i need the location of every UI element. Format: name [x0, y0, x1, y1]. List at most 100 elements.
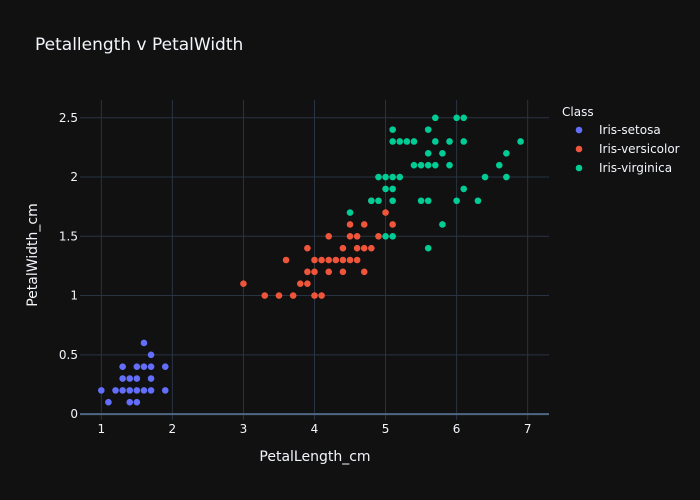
data-point[interactable] [396, 138, 404, 145]
data-point[interactable] [98, 387, 105, 394]
data-point[interactable] [261, 292, 269, 299]
data-point[interactable] [368, 197, 375, 205]
data-point[interactable] [147, 375, 155, 382]
data-point[interactable] [439, 150, 446, 157]
data-point[interactable] [318, 256, 325, 264]
data-point[interactable] [339, 244, 347, 252]
data-point[interactable] [140, 387, 148, 394]
data-point[interactable] [332, 256, 340, 264]
data-point[interactable] [453, 114, 460, 122]
data-point[interactable] [375, 197, 382, 205]
data-point[interactable] [161, 387, 169, 394]
data-point[interactable] [503, 150, 510, 157]
data-point[interactable] [432, 138, 439, 145]
data-point[interactable] [353, 256, 361, 264]
data-point[interactable] [133, 387, 141, 394]
data-point[interactable] [495, 161, 503, 169]
data-point[interactable] [126, 375, 134, 382]
data-point[interactable] [112, 387, 119, 394]
data-point[interactable] [382, 173, 389, 181]
data-point[interactable] [353, 244, 361, 252]
data-point[interactable] [503, 173, 510, 181]
data-point[interactable] [275, 292, 283, 299]
data-point[interactable] [424, 197, 432, 205]
data-point[interactable] [432, 114, 439, 122]
data-point[interactable] [446, 138, 453, 145]
data-point[interactable] [119, 363, 126, 370]
data-point[interactable] [140, 363, 148, 370]
data-point[interactable] [439, 221, 446, 228]
data-point[interactable] [446, 161, 453, 169]
data-point[interactable] [424, 161, 432, 169]
data-point[interactable] [311, 268, 318, 276]
data-point[interactable] [304, 280, 311, 288]
data-point[interactable] [296, 280, 304, 288]
data-point[interactable] [304, 268, 311, 276]
data-point[interactable] [133, 398, 141, 406]
data-point[interactable] [417, 197, 425, 205]
data-point[interactable] [410, 161, 418, 169]
data-point[interactable] [126, 398, 134, 406]
data-point[interactable] [339, 268, 347, 276]
data-point[interactable] [140, 339, 148, 347]
data-point[interactable] [389, 232, 396, 240]
data-point[interactable] [375, 173, 382, 181]
data-point[interactable] [346, 209, 354, 216]
data-point[interactable] [396, 173, 404, 181]
data-point[interactable] [424, 126, 432, 133]
data-point[interactable] [432, 161, 439, 169]
data-point[interactable] [346, 221, 354, 228]
data-point[interactable] [289, 292, 297, 299]
data-point[interactable] [339, 256, 347, 264]
data-point[interactable] [346, 232, 354, 240]
data-point[interactable] [119, 387, 126, 394]
data-point[interactable] [481, 173, 489, 181]
data-point[interactable] [133, 375, 141, 382]
data-point[interactable] [460, 185, 468, 193]
data-point[interactable] [240, 280, 247, 288]
data-point[interactable] [403, 138, 411, 145]
data-point[interactable] [318, 292, 325, 299]
legend-item-iris-versicolor[interactable]: Iris-versicolor [575, 142, 680, 156]
data-point[interactable] [311, 292, 318, 299]
data-point[interactable] [147, 363, 155, 370]
data-point[interactable] [389, 138, 396, 145]
legend-item-iris-setosa[interactable]: Iris-setosa [575, 123, 661, 137]
data-point[interactable] [325, 232, 333, 240]
data-point[interactable] [119, 375, 126, 382]
data-point[interactable] [161, 363, 169, 370]
data-point[interactable] [325, 268, 333, 276]
data-point[interactable] [304, 244, 311, 252]
data-point[interactable] [375, 232, 382, 240]
data-point[interactable] [389, 185, 396, 193]
data-point[interactable] [389, 173, 396, 181]
data-point[interactable] [346, 256, 354, 264]
data-point[interactable] [453, 197, 460, 205]
data-point[interactable] [126, 387, 134, 394]
data-point[interactable] [368, 244, 375, 252]
data-point[interactable] [460, 138, 468, 145]
data-point[interactable] [410, 138, 418, 145]
data-point[interactable] [424, 244, 432, 252]
data-point[interactable] [147, 351, 155, 359]
data-point[interactable] [133, 363, 141, 370]
data-point[interactable] [460, 114, 468, 122]
data-point[interactable] [105, 398, 112, 406]
data-point[interactable] [311, 256, 318, 264]
data-point[interactable] [360, 244, 368, 252]
data-point[interactable] [517, 138, 524, 145]
data-point[interactable] [382, 209, 389, 216]
data-point[interactable] [417, 161, 425, 169]
data-point[interactable] [474, 197, 482, 205]
data-point[interactable] [360, 268, 368, 276]
data-point[interactable] [382, 185, 389, 193]
data-point[interactable] [424, 150, 432, 157]
data-point[interactable] [389, 197, 396, 205]
data-point[interactable] [389, 126, 396, 133]
legend-item-iris-virginica[interactable]: Iris-virginica [575, 161, 672, 175]
data-point[interactable] [353, 232, 361, 240]
data-point[interactable] [382, 232, 389, 240]
data-point[interactable] [360, 221, 368, 228]
data-point[interactable] [325, 256, 333, 264]
data-point[interactable] [147, 387, 155, 394]
